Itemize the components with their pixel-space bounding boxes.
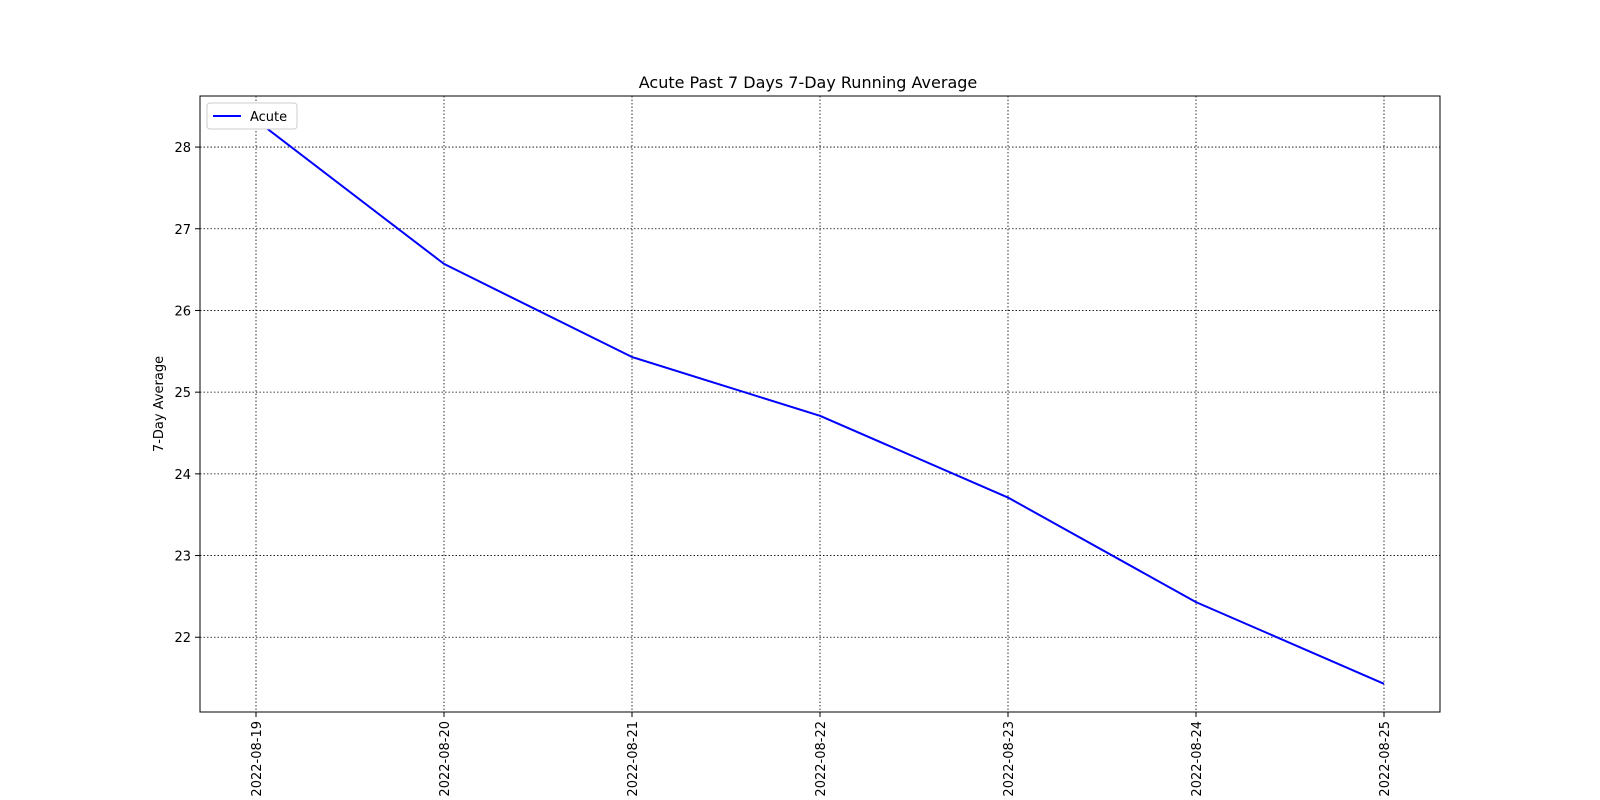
series-layer (255, 119, 1385, 685)
x-tick-label: 2022-08-21 (626, 721, 641, 797)
x-axis-ticks: 2022-08-19 2022-08-20 2022-08-21 2022-08-22… (250, 712, 1393, 797)
y-tick-label: 26 (174, 304, 191, 319)
x-tick-label: 2022-08-22 (814, 721, 829, 797)
grid-lines (200, 96, 1440, 712)
series-line-acute (255, 119, 1385, 685)
chart-title: Acute Past 7 Days 7-Day Running Average (639, 73, 978, 92)
y-tick-label: 22 (174, 631, 191, 646)
x-tick-label: 2022-08-24 (1190, 721, 1205, 797)
plot-area-frame (199, 95, 1441, 713)
y-tick-label: 25 (174, 386, 191, 401)
legend-box (206, 102, 298, 130)
x-tick-label: 2022-08-20 (438, 721, 453, 797)
y-axis-ticks: 22 23 24 25 26 27 28 (174, 141, 200, 646)
y-tick-label: 28 (174, 141, 191, 156)
y-axis-label: 7-Day Average (152, 356, 167, 452)
y-tick-label: 27 (174, 223, 191, 238)
legend[interactable]: Acute (206, 102, 298, 130)
y-tick-label: 23 (174, 550, 191, 565)
x-tick-label: 2022-08-23 (1002, 721, 1017, 797)
x-tick-label: 2022-08-25 (1378, 721, 1393, 797)
legend-label-acute: Acute (250, 110, 287, 125)
y-tick-label: 24 (174, 468, 191, 483)
x-tick-label: 2022-08-19 (250, 721, 265, 797)
